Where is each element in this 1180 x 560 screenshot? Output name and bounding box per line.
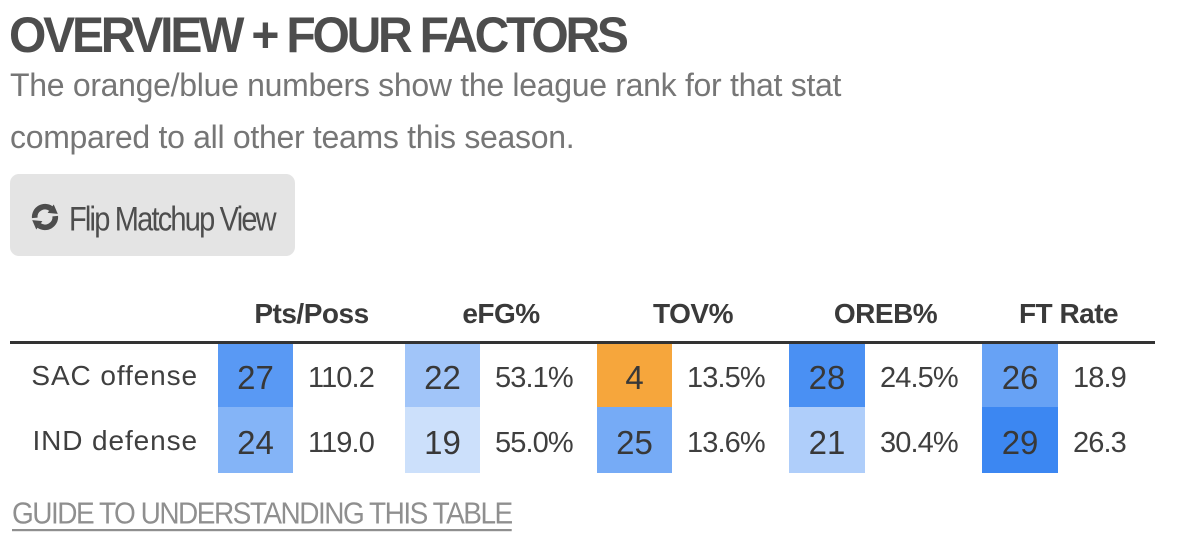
value-cell: 110.2	[308, 362, 375, 395]
rank-cell: 25	[597, 407, 673, 473]
table-row-sac-offense: SAC offense 27 110.2 22 53.1% 4 13.5% 28…	[10, 342, 1155, 407]
value-cell: 119.0	[308, 427, 375, 459]
value-cell: 26.3	[1073, 427, 1127, 459]
table-header-row: Pts/Poss eFG% TOV% OREB% FT Rate	[10, 290, 1155, 342]
rank-cell: 29	[982, 407, 1059, 473]
subtitle-line-1: The orange/blue numbers show the league …	[10, 67, 842, 103]
row-label: IND defense	[32, 425, 198, 456]
flip-matchup-view-button[interactable]: Flip Matchup View	[10, 174, 295, 256]
subtitle-line-2: compared to all other teams this season.	[10, 119, 575, 155]
column-header-tov: TOV%	[653, 297, 733, 329]
column-header-pts-poss: Pts/Poss	[254, 297, 369, 329]
value-cell: 53.1%	[495, 362, 574, 395]
guide-link[interactable]: GUIDE TO UNDERSTANDING THIS TABLE	[12, 496, 513, 531]
value-cell: 13.5%	[687, 362, 766, 395]
rank-cell: 24	[218, 407, 293, 473]
page-title: OVERVIEW + FOUR FACTORS	[9, 8, 629, 64]
rank-cell: 26	[982, 342, 1059, 407]
header-spacer	[10, 290, 218, 342]
row-label: SAC offense	[31, 360, 198, 392]
rank-cell: 21	[789, 407, 866, 473]
value-cell: 13.6%	[687, 427, 766, 459]
column-header-oreb: OREB%	[833, 297, 938, 329]
column-header-efg: eFG%	[462, 297, 540, 329]
value-cell: 18.9	[1073, 362, 1127, 395]
value-cell: 30.4%	[880, 427, 959, 459]
rank-cell: 28	[789, 342, 866, 407]
refresh-icon	[31, 203, 59, 230]
page-subtitle: The orange/blue numbers show the league …	[10, 59, 841, 163]
rank-cell: 19	[405, 407, 480, 473]
column-header-ft-rate: FT Rate	[1018, 297, 1119, 329]
four-factors-table: Pts/Poss eFG% TOV% OREB% FT Rate SAC off…	[10, 290, 1156, 473]
flip-matchup-view-label: Flip Matchup View	[69, 200, 277, 239]
value-cell: 55.0%	[495, 427, 574, 459]
value-cell: 24.5%	[880, 362, 959, 395]
table-row-ind-defense: IND defense 24 119.0 19 55.0% 25 13.6% 2…	[10, 407, 1155, 473]
rank-cell: 4	[597, 342, 673, 407]
rank-cell: 22	[405, 342, 480, 407]
rank-cell: 27	[218, 342, 293, 407]
